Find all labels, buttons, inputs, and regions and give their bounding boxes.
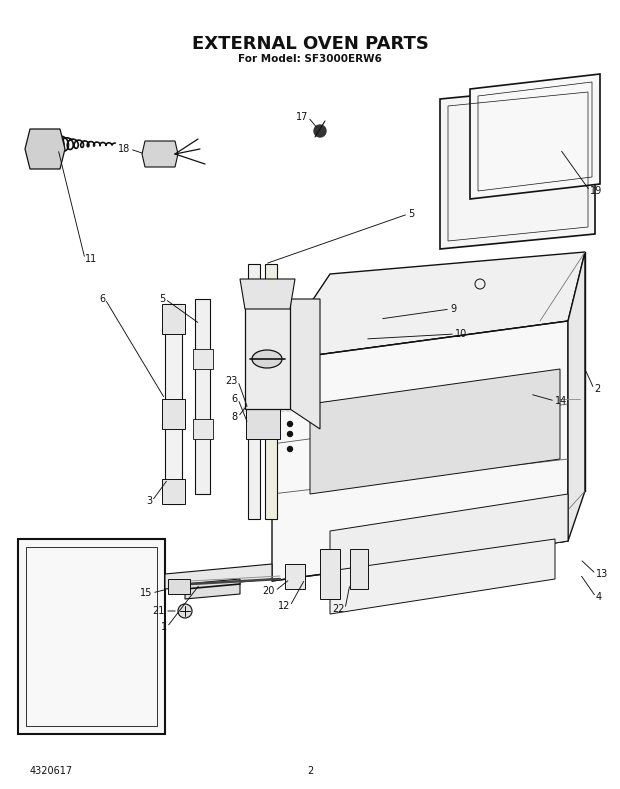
Polygon shape — [248, 264, 260, 519]
Polygon shape — [470, 74, 600, 199]
Text: 13: 13 — [596, 569, 608, 579]
Polygon shape — [195, 299, 210, 494]
Circle shape — [288, 447, 293, 451]
Polygon shape — [193, 419, 213, 439]
Text: 1: 1 — [161, 622, 167, 632]
Polygon shape — [265, 264, 277, 519]
Polygon shape — [272, 321, 568, 581]
Polygon shape — [162, 304, 185, 334]
Polygon shape — [18, 539, 165, 734]
Text: 8: 8 — [232, 412, 238, 422]
Ellipse shape — [252, 350, 282, 368]
Text: 14: 14 — [555, 396, 567, 406]
Polygon shape — [165, 564, 272, 589]
Polygon shape — [25, 129, 65, 169]
Text: 2: 2 — [594, 384, 600, 394]
Polygon shape — [440, 84, 595, 249]
Polygon shape — [193, 349, 213, 369]
Polygon shape — [162, 479, 185, 504]
Text: EXTERNAL OVEN PARTS: EXTERNAL OVEN PARTS — [192, 35, 428, 53]
Text: 18: 18 — [118, 144, 130, 154]
Polygon shape — [310, 369, 560, 494]
Polygon shape — [162, 399, 185, 429]
Text: 23: 23 — [226, 376, 238, 386]
Text: 6: 6 — [232, 394, 238, 404]
Text: 9: 9 — [450, 304, 456, 314]
Circle shape — [178, 604, 192, 618]
Text: 6: 6 — [99, 294, 105, 304]
Text: 2: 2 — [307, 766, 313, 776]
Polygon shape — [568, 252, 585, 541]
Text: 21: 21 — [153, 606, 165, 616]
Polygon shape — [290, 299, 320, 429]
Polygon shape — [240, 279, 295, 309]
Text: 15: 15 — [140, 588, 152, 598]
Circle shape — [314, 125, 326, 137]
Circle shape — [288, 432, 293, 436]
Text: For Model: SF3000ERW6: For Model: SF3000ERW6 — [238, 54, 382, 64]
Text: 5: 5 — [159, 294, 165, 304]
Circle shape — [288, 421, 293, 427]
Text: 20: 20 — [263, 586, 275, 596]
Text: 19: 19 — [590, 186, 602, 196]
Polygon shape — [185, 579, 240, 599]
Polygon shape — [330, 539, 555, 614]
Polygon shape — [165, 304, 182, 504]
Text: 4320617: 4320617 — [30, 766, 73, 776]
Text: 22: 22 — [332, 604, 345, 614]
Text: 3: 3 — [146, 496, 152, 506]
Text: 11: 11 — [85, 254, 97, 264]
Polygon shape — [272, 252, 585, 361]
Polygon shape — [320, 549, 340, 599]
Polygon shape — [350, 549, 368, 589]
Text: 12: 12 — [278, 601, 290, 611]
Text: 5: 5 — [408, 209, 414, 219]
Text: 17: 17 — [296, 112, 308, 122]
Text: 4: 4 — [596, 592, 602, 602]
Polygon shape — [285, 564, 305, 589]
Polygon shape — [246, 409, 280, 439]
Text: eReplacementparts.com: eReplacementparts.com — [242, 404, 378, 414]
Polygon shape — [142, 141, 178, 167]
Polygon shape — [245, 299, 290, 409]
Text: 10: 10 — [455, 329, 467, 339]
Polygon shape — [168, 579, 190, 594]
Polygon shape — [330, 494, 568, 579]
